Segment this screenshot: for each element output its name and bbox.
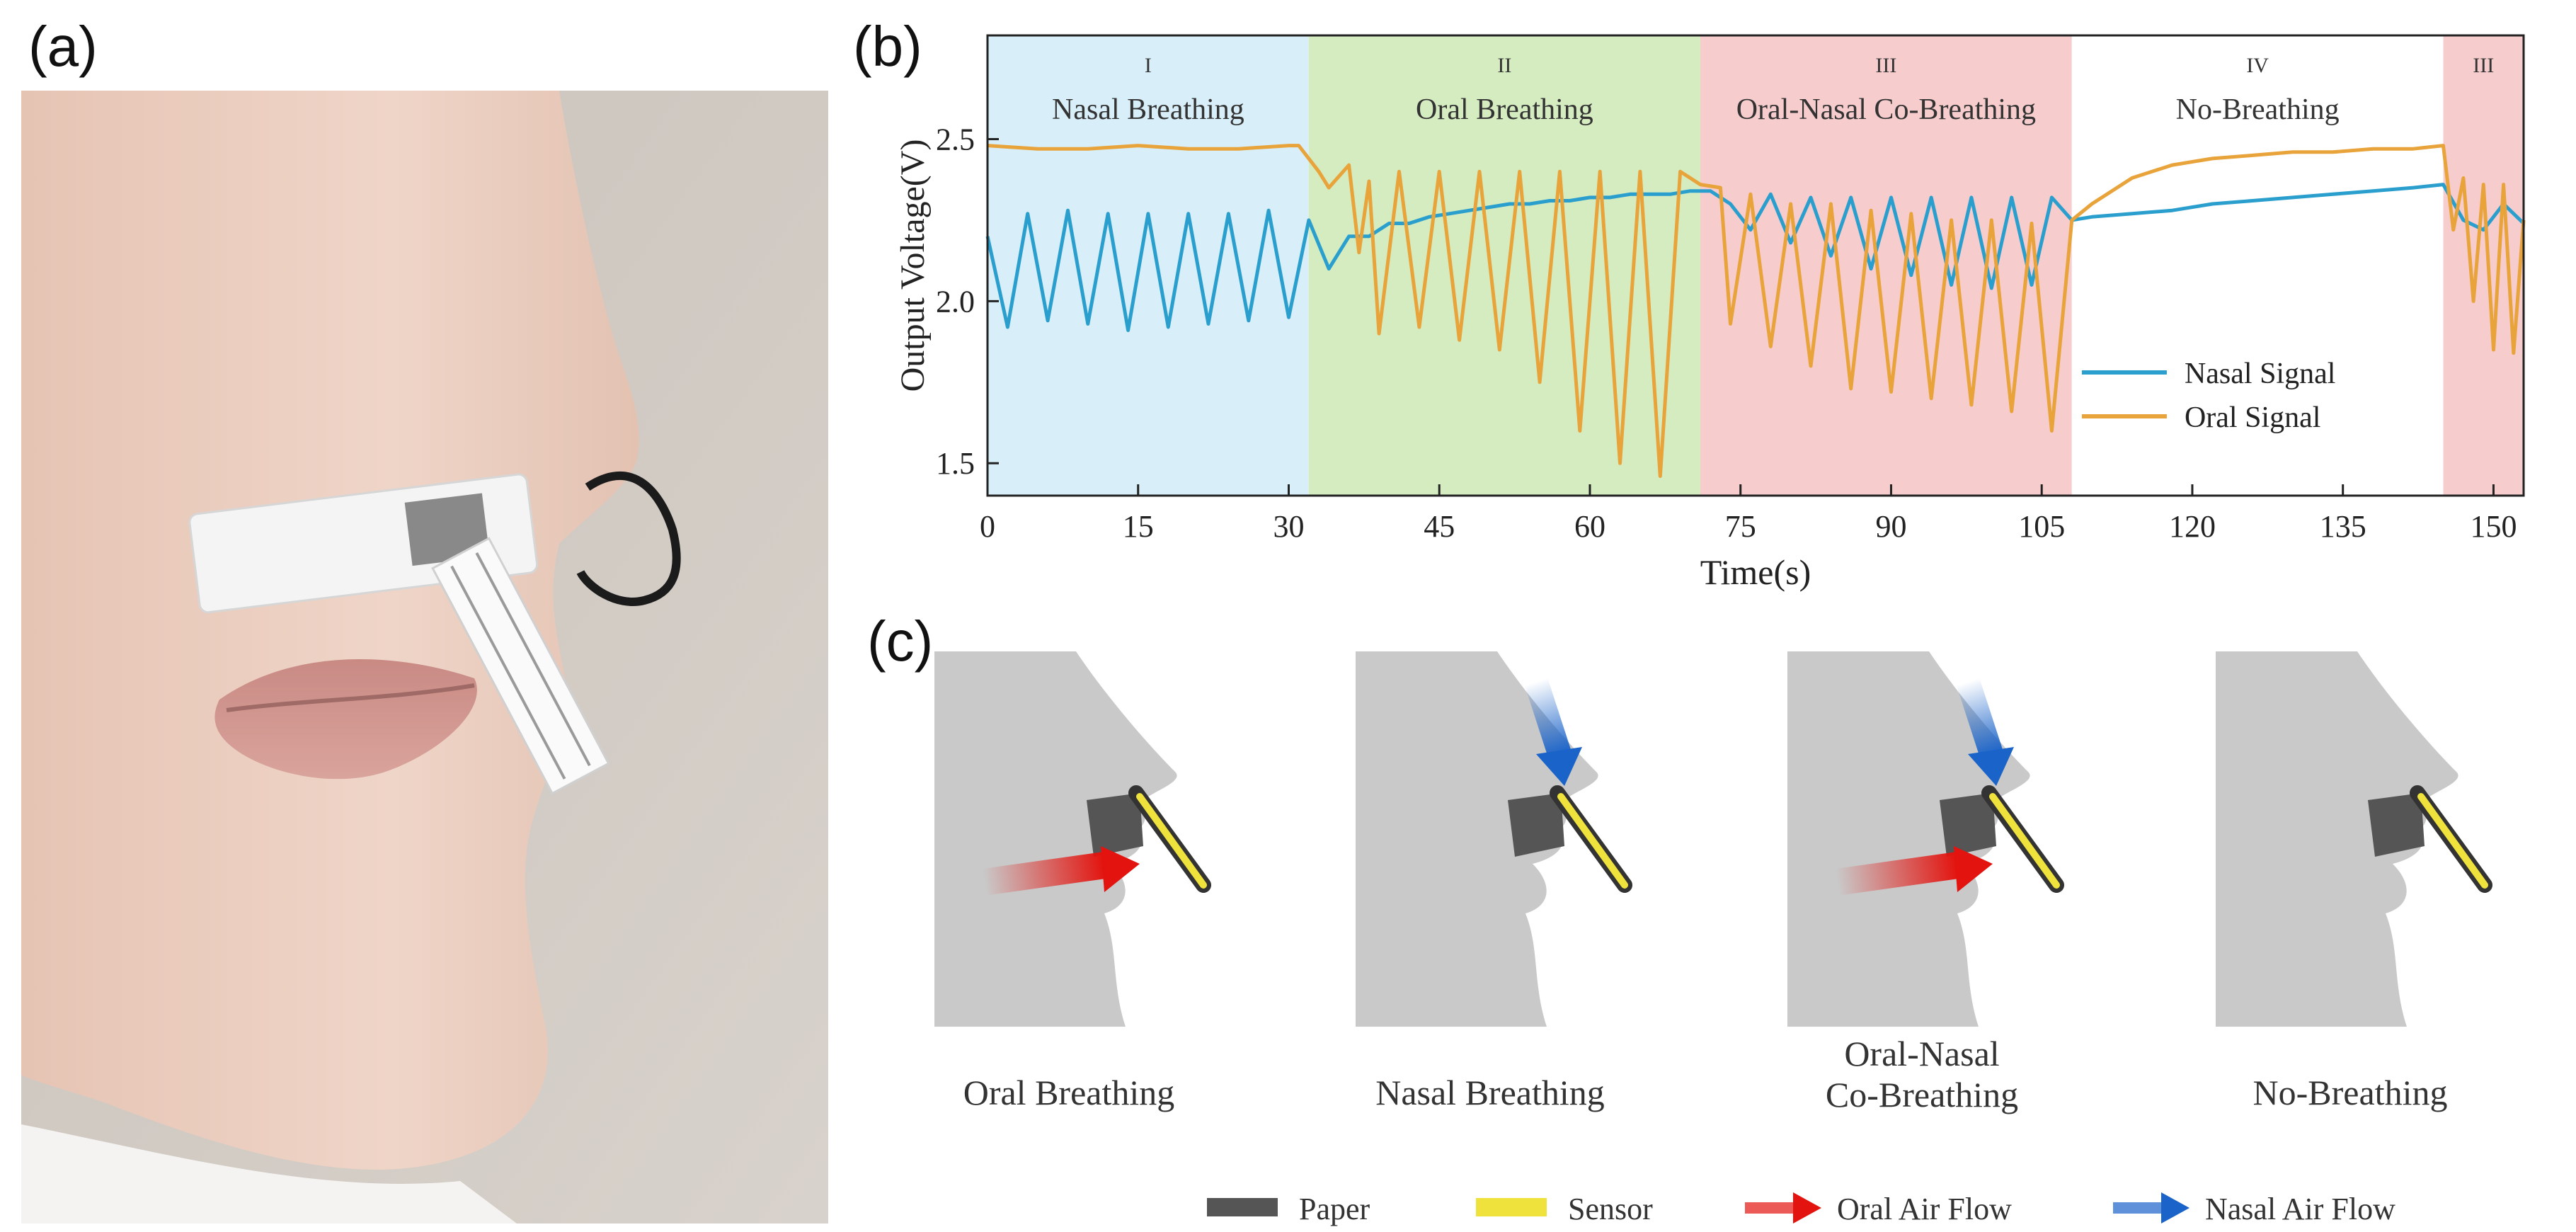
breathing-scenes: Oral Breathing Nasal Breathing Oral-NasalC…	[934, 651, 2492, 1226]
x-tick-label-150: 150	[2470, 509, 2517, 544]
sensor-strip-photo	[431, 537, 610, 795]
legend-c-label-paper: Paper	[1299, 1192, 1370, 1226]
region-2-numeral: III	[1875, 54, 1896, 77]
face-skin	[21, 91, 639, 1170]
panel-a-photo	[21, 91, 828, 1224]
scene-0-paper	[1087, 793, 1143, 857]
scene-0-oral-arrow-shaft	[983, 852, 1106, 896]
panel-c-label: (c)	[867, 610, 934, 673]
legend-c-nasal-arrow-shaft	[2113, 1202, 2163, 1214]
legend-c-sensor-swatch	[1476, 1198, 1547, 1216]
legend-c-label-sensor: Sensor	[1568, 1192, 1653, 1226]
lips	[214, 658, 477, 780]
scene-1: Nasal Breathing	[1356, 651, 1632, 1112]
scene-0-sensor	[1136, 793, 1207, 889]
scene-0-oral-arrow-head	[1101, 846, 1140, 892]
x-tick-label-120: 120	[2169, 509, 2216, 544]
scene-1-title-line-0: Nasal Breathing	[1375, 1073, 1605, 1112]
legend-c-label-oral-arrow: Oral Air Flow	[1837, 1192, 2012, 1226]
scene-2-head-silhouette	[1787, 651, 2030, 1027]
scene-0-head-silhouette	[934, 651, 1177, 1027]
region-3-background	[2071, 35, 2444, 496]
x-tick-label-90: 90	[1875, 509, 1906, 544]
scene-1-sensor	[1557, 793, 1628, 889]
scene-2-title-line-1: Co-Breathing	[1826, 1075, 2018, 1114]
sensor-wire	[576, 471, 681, 606]
scene-1-head-silhouette	[1356, 651, 1598, 1027]
scene-0-title-line-0: Oral Breathing	[963, 1073, 1175, 1112]
region-0-numeral: I	[1145, 54, 1152, 77]
scene-3-paper	[2368, 793, 2425, 857]
x-tick-label-15: 15	[1123, 509, 1154, 544]
neck-collar	[21, 1124, 517, 1224]
panel-a-label: (a)	[28, 15, 98, 78]
legend-c-oral-arrow-shaft	[1745, 1202, 1794, 1214]
scene-2-title-line-0: Oral-Nasal	[1844, 1034, 1999, 1073]
y-tick-label-2: 2.0	[936, 284, 975, 319]
region-1-numeral: II	[1497, 54, 1511, 77]
series-line-oral-signal	[987, 144, 2526, 478]
region-2-label: Oral-Nasal Co-Breathing	[1736, 93, 2036, 126]
legend-c-item-sensor: Sensor	[1476, 1192, 1653, 1226]
scene-3: No-Breathing	[2216, 651, 2492, 1112]
region-4-numeral: III	[2473, 54, 2494, 77]
y-tick-label-1.5: 1.5	[936, 446, 975, 481]
region-4-background	[2443, 35, 2524, 496]
x-tick-label-0: 0	[980, 509, 995, 544]
legend-c-item-nasal-arrow: Nasal Air Flow	[2113, 1192, 2395, 1226]
x-tick-label-30: 30	[1273, 509, 1304, 544]
legend-c-item-paper: Paper	[1207, 1192, 1370, 1226]
region-2-background	[1700, 35, 2072, 496]
legend-c-paper-swatch	[1207, 1198, 1278, 1216]
scene-2-sensor	[1989, 793, 2060, 889]
legend-c-item-oral-arrow: Oral Air Flow	[1745, 1192, 2012, 1226]
y-axis-label: Output Voltage(V)	[894, 139, 932, 392]
x-tick-label-105: 105	[2018, 509, 2065, 544]
legend-label-1: Oral Signal	[2185, 401, 2320, 434]
legend-c-label-nasal-arrow: Nasal Air Flow	[2205, 1192, 2395, 1226]
scene-2-oral-arrow-head	[1954, 846, 1993, 892]
y-tick-label-2.5: 2.5	[936, 122, 975, 156]
x-tick-label-135: 135	[2320, 509, 2366, 544]
scene-2-paper	[1940, 793, 1996, 857]
x-tick-label-75: 75	[1725, 509, 1756, 544]
scene-2-oral-arrow-shaft	[1836, 852, 1959, 896]
panel-b-label: (b)	[853, 15, 922, 78]
region-0-background	[988, 35, 1309, 496]
region-3-numeral: IV	[2246, 54, 2269, 77]
region-0-label: Nasal Breathing	[1052, 93, 1244, 126]
legend-label-0: Nasal Signal	[2185, 358, 2335, 390]
scene-0: Oral Breathing	[934, 651, 1211, 1112]
scene-1-paper	[1508, 793, 1564, 857]
scene-1-nasal-arrow-head	[1536, 747, 1582, 786]
plot-frame	[986, 34, 2525, 497]
scene-1-nasal-arrow-shaft	[1524, 678, 1572, 760]
legend-c-oral-arrow-head	[1793, 1192, 1821, 1224]
series-line-nasal-signal	[985, 183, 2525, 332]
breathing-signal-chart: I Nasal Breathing II Oral Breathing III Oral-…	[894, 34, 2526, 592]
legend-c-nasal-arrow-head	[2161, 1192, 2189, 1224]
x-tick-label-60: 60	[1574, 509, 1605, 544]
x-tick-label-45: 45	[1424, 509, 1455, 544]
region-3-label: No-Breathing	[2176, 93, 2340, 126]
scene-2-nasal-arrow-head	[1968, 747, 2014, 786]
region-1-label: Oral Breathing	[1416, 93, 1593, 126]
scene-2-nasal-arrow-shaft	[1956, 678, 2004, 760]
scene-3-head-silhouette	[2216, 651, 2458, 1027]
scene-3-sensor	[2417, 793, 2488, 889]
scene-3-title-line-0: No-Breathing	[2253, 1073, 2448, 1112]
x-axis-label: Time(s)	[1700, 552, 1811, 592]
